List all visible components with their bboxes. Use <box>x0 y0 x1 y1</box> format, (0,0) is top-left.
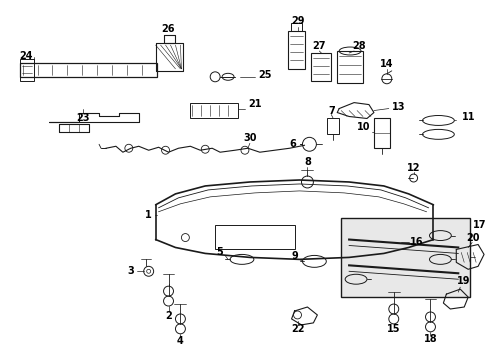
Text: 5: 5 <box>216 247 223 257</box>
Text: 16: 16 <box>409 237 423 247</box>
Text: 30: 30 <box>243 133 256 143</box>
Bar <box>215 225 294 249</box>
Text: 17: 17 <box>472 220 486 230</box>
Text: 13: 13 <box>391 102 405 112</box>
Text: 11: 11 <box>461 112 474 122</box>
Text: 20: 20 <box>466 233 479 243</box>
Text: 25: 25 <box>258 70 271 80</box>
Bar <box>337 51 362 83</box>
Text: 26: 26 <box>161 24 174 34</box>
Text: 18: 18 <box>423 334 436 344</box>
Text: 28: 28 <box>351 41 365 51</box>
Bar <box>341 218 469 297</box>
Text: 19: 19 <box>455 276 469 286</box>
Bar <box>326 118 339 134</box>
Text: 2: 2 <box>165 311 172 321</box>
Bar <box>290 23 302 31</box>
Text: 8: 8 <box>304 157 310 167</box>
Text: 29: 29 <box>290 16 304 26</box>
Bar <box>373 118 389 148</box>
Text: 14: 14 <box>379 59 393 69</box>
Text: 12: 12 <box>406 163 420 173</box>
Text: 7: 7 <box>327 105 334 116</box>
Bar <box>20 59 34 81</box>
Text: 24: 24 <box>19 51 32 61</box>
Text: 23: 23 <box>76 113 90 123</box>
Text: 15: 15 <box>386 324 400 334</box>
Text: 6: 6 <box>288 139 295 149</box>
Text: 4: 4 <box>177 336 183 346</box>
Text: 10: 10 <box>357 122 370 132</box>
Bar <box>190 103 238 118</box>
Bar <box>287 31 305 69</box>
Bar <box>20 63 156 77</box>
Text: 1: 1 <box>145 210 152 220</box>
Text: 27: 27 <box>312 41 325 51</box>
Text: 22: 22 <box>290 324 304 334</box>
Text: 3: 3 <box>127 266 134 276</box>
Text: 21: 21 <box>247 99 261 109</box>
Text: 9: 9 <box>290 251 297 261</box>
Bar <box>311 53 330 81</box>
